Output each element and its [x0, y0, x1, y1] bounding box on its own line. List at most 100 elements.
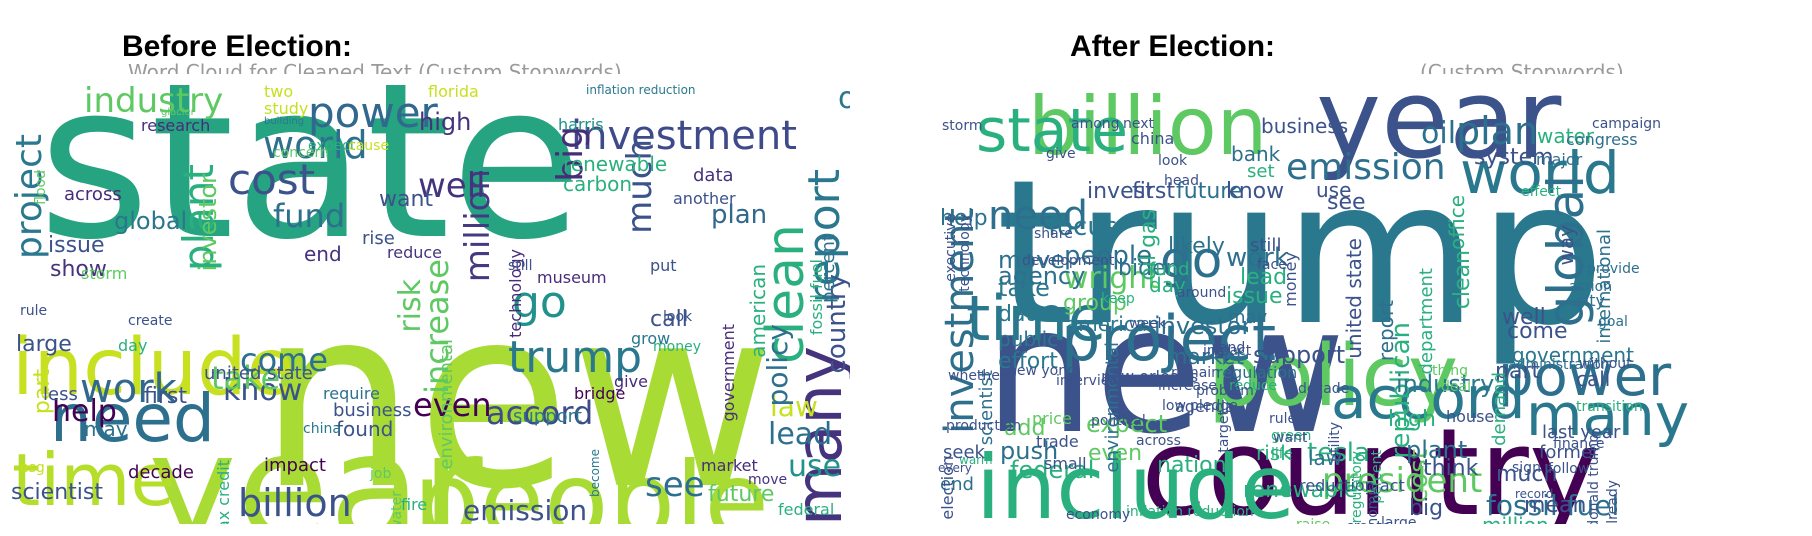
after-word-record: record [1515, 487, 1554, 501]
before-word-tax-credit: tax credit [214, 460, 233, 524]
after-word-mean: mean [1524, 493, 1587, 518]
after-word-go: go [1160, 231, 1223, 289]
after-word-focus: focus [1048, 212, 1118, 242]
before-word-require: require [323, 384, 380, 403]
after-word-lead: lead [1240, 265, 1288, 290]
before-word-fund: fund [273, 197, 346, 235]
after-word-keep: keep [1101, 291, 1135, 307]
after-word-impact: impact [1203, 343, 1252, 359]
after-word-decade: decade [1298, 381, 1350, 397]
before-word-end: end [304, 242, 342, 266]
before-word-know: know [223, 373, 303, 408]
after-word-work: work [1226, 243, 1289, 273]
before-word-carbon: carbon [563, 172, 633, 196]
after-word-risk: risk [1256, 441, 1292, 465]
after-word-clean: clean [1450, 250, 1475, 310]
after-word-power: power [1498, 344, 1672, 409]
after-word-raise: raise [1296, 518, 1330, 524]
after-word-first: first [1132, 179, 1175, 204]
before-word-risk: risk [393, 279, 428, 333]
before-word-another: another [673, 189, 736, 208]
before-word-billion: billion [238, 481, 352, 524]
after-word-group: group [1063, 291, 1127, 316]
before-word-time: time [12, 438, 175, 522]
before-word-bridge: bridge [574, 384, 626, 403]
before-word-fossil-fuel: fossil fuel [807, 259, 826, 336]
after-word-help: help [940, 206, 988, 231]
after-word-effect: effect [1521, 184, 1562, 200]
before-word-business: business [333, 400, 412, 421]
before-word-museum: museum [537, 268, 607, 287]
after-word-world: world [1460, 139, 1620, 207]
after-word-low: low [1162, 398, 1186, 414]
before-word-become: become [588, 449, 602, 498]
before-word-take: take [211, 359, 281, 397]
after-word-without: without [1579, 356, 1632, 372]
before-word-cloud: state new year people include time need many inv… [8, 84, 850, 524]
after-word-use: use [1316, 178, 1352, 202]
after-word-plan: plan [1456, 109, 1539, 153]
after-word-see: see [1327, 190, 1366, 215]
after-word-economy: economy [1066, 507, 1131, 523]
before-word-include: include [12, 323, 295, 413]
after-word-congress: congress [1566, 130, 1638, 149]
before-word-help: help [52, 394, 117, 429]
before-election-heading: Before Election: [122, 30, 353, 63]
before-word-state: state [38, 84, 583, 287]
after-word-think: think [1423, 456, 1479, 481]
after-word-need: need [988, 193, 1088, 239]
after-word-day: day [1149, 273, 1186, 297]
after-word-american: american [1066, 312, 1160, 336]
before-word-china: china [303, 421, 341, 437]
before-word-trump: trump [508, 332, 643, 383]
after-word-reduction-act: reduction act [1299, 476, 1405, 495]
after-word-much: much [1496, 462, 1558, 487]
after-word-big: big [1409, 496, 1444, 521]
before-word-put: put [650, 256, 677, 275]
after-word-create: create [1346, 520, 1390, 524]
after-word-project: project [1061, 302, 1277, 375]
after-word-price: price [1032, 409, 1072, 428]
after-word-development: development [1022, 253, 1115, 269]
after-word-technology: technology [957, 214, 973, 292]
after-word-donald-trump: donald trump [1586, 434, 1602, 524]
before-word-call: call [650, 307, 688, 332]
after-word-executive: executive [943, 214, 959, 282]
before-word-well: well [418, 166, 486, 206]
after-word-support: support [1253, 341, 1346, 369]
before-word-scientist: scientist [11, 480, 103, 505]
before-word-expect: expect [308, 138, 356, 154]
after-word-country: country [1141, 404, 1600, 525]
after-word-china: china [1131, 129, 1175, 148]
after-word-former: former [1539, 442, 1600, 463]
before-word-environmental: environmental [436, 339, 457, 470]
after-word-add: add [1004, 416, 1046, 441]
after-word-issue: issue [1226, 284, 1283, 309]
after-word-government: government [1512, 343, 1634, 367]
before-word-renewable: renewable [563, 152, 668, 176]
after-word-agency: agency [998, 262, 1086, 290]
before-word-flood: flood [33, 170, 49, 205]
after-word-problem: problem [1196, 383, 1254, 399]
before-word-people: people [413, 440, 769, 525]
before-word-rise: rise [362, 228, 395, 249]
before-word-grow: grow [631, 329, 671, 348]
after-word-bank: bank [1231, 142, 1281, 166]
before-word-cost: cost [228, 155, 316, 204]
after-word-industry: industry [1396, 370, 1495, 398]
before-word-look: look [663, 309, 693, 325]
before-word-emission: emission [463, 494, 588, 525]
after-word-give: give [1046, 146, 1076, 162]
before-word-use: use [788, 449, 842, 484]
after-word-end: end [940, 474, 974, 495]
after-word-week: week [1129, 316, 1166, 332]
after-word-oil-gas: oil gas [1136, 209, 1161, 281]
after-word-next: next [1123, 116, 1155, 132]
after-word-many: many [1526, 381, 1690, 449]
before-word-impact: impact [264, 455, 326, 476]
after-word-new: new [984, 270, 1346, 473]
before-word-day: day [118, 336, 148, 355]
after-word-fund: fund [1149, 259, 1190, 280]
after-word-future: future [1176, 179, 1243, 204]
after-word-plant: plant [1406, 436, 1468, 464]
